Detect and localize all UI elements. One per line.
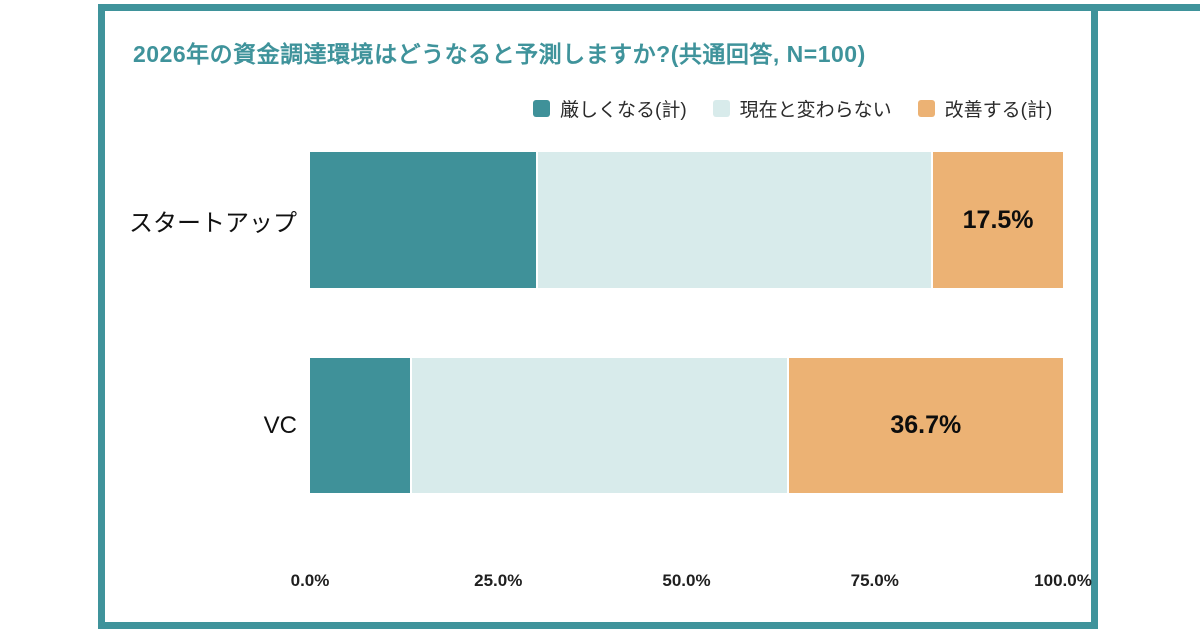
frame-top-strip-extension [1095, 4, 1200, 11]
bar-plot-area: スタートアップ 17.5% VC 36.7% [105, 11, 1091, 622]
bar-segment-same [410, 358, 787, 493]
legend-item-label: 改善する(計) [944, 99, 1053, 121]
bar-category-label: スタートアップ [129, 209, 297, 237]
bar-row: VC 36.7% [105, 358, 1091, 493]
bar-segment-improve: 36.7% [786, 358, 1063, 493]
x-axis-tick-label: 50.0% [662, 571, 711, 590]
bar-value-label: 36.7% [890, 411, 962, 439]
chart-card: 2026年の資金調達環境はどうなると予測しますか?(共通回答, N=100) 厳… [98, 4, 1098, 629]
x-axis-tick-label: 0.0% [290, 571, 330, 590]
bar-value-label: 17.5% [962, 205, 1034, 234]
legend-item: 現在と変わらない [712, 95, 892, 122]
x-axis: 0.0% 25.0% 50.0% 75.0% 100.0% [291, 571, 1092, 597]
bar-segment-improve: 17.5% [931, 152, 1063, 288]
bar-row: スタートアップ 17.5% [105, 152, 1091, 288]
legend-item: 改善する(計) [917, 95, 1053, 122]
legend-item: 厳しくなる(計) [533, 95, 687, 122]
legend-swatch-icon [917, 99, 935, 117]
chart-title: 2026年の資金調達環境はどうなると予測しますか?(共通回答, N=100) [133, 41, 866, 67]
chart-legend: 厳しくなる(計) 現在と変わらない 改善する(計) [533, 95, 1053, 122]
legend-item-label: 現在と変わらない [739, 99, 892, 121]
bar-segment-worse [310, 358, 411, 493]
legend-swatch-icon [533, 99, 550, 117]
stacked-bar: 17.5% [310, 152, 1063, 288]
bar-segment-same [535, 152, 932, 288]
bar-segment-worse [310, 152, 536, 288]
legend-item-label: 厳しくなる(計) [560, 99, 687, 121]
x-axis-tick-label: 25.0% [474, 571, 523, 590]
x-axis-tick-label: 75.0% [850, 571, 899, 590]
stacked-bar: 36.7% [310, 358, 1063, 493]
x-axis-tick-label: 100.0% [1034, 571, 1092, 590]
bar-category-label: VC [263, 411, 297, 439]
legend-swatch-icon [712, 99, 730, 117]
